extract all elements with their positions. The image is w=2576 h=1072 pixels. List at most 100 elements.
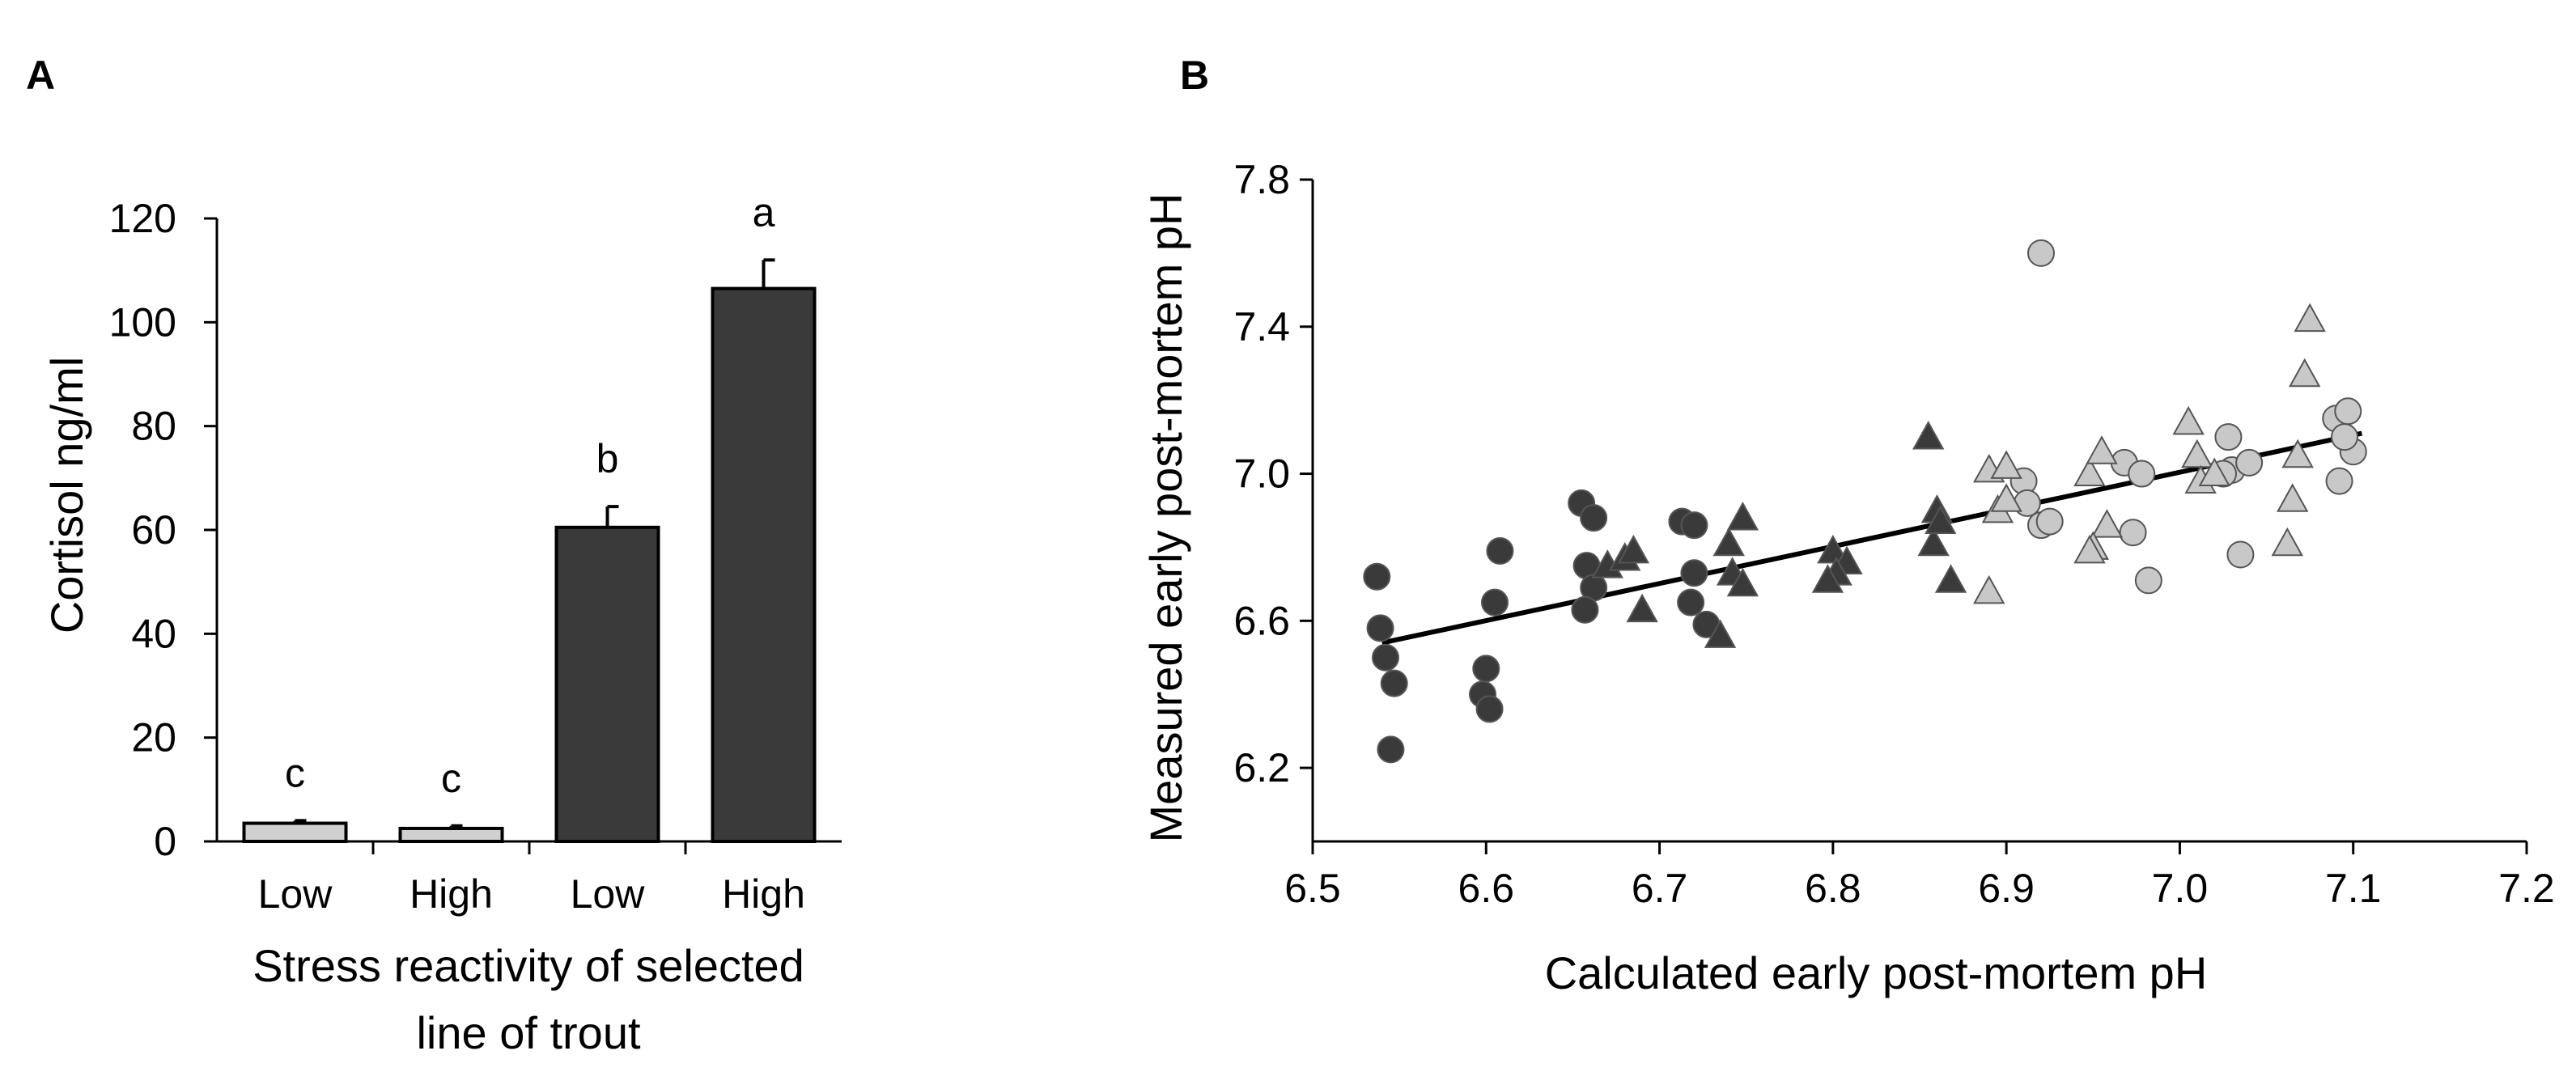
panel-a-bar <box>242 821 348 844</box>
panel-b-circle-point <box>1571 595 1599 624</box>
panel-b-triangle-point <box>2073 534 2106 564</box>
panel-a-bar <box>711 286 817 843</box>
panel-a-x-tick-label: Low <box>571 871 646 917</box>
panel-a-x-axis-title-line-1: Stress reactivity of selected <box>253 940 804 991</box>
panel-b-circle-point <box>2325 467 2353 495</box>
panel-b-circle-point <box>2235 448 2264 477</box>
panel-b-triangle-point <box>1917 527 1950 557</box>
panel-b-circle-point <box>1580 504 1608 532</box>
panel-a-y-tick-label: 0 <box>154 819 176 864</box>
panel-b-circle-point <box>1680 511 1708 540</box>
panel-b-circle-point <box>1680 559 1708 587</box>
panel-a-y-tick-label: 20 <box>131 715 176 761</box>
panel-a-y-tick-label: 80 <box>131 404 176 449</box>
panel-b-circle-point <box>2226 540 2255 569</box>
panel-b-circle-point <box>2214 423 2243 451</box>
panel-b-circle-point <box>2334 397 2362 426</box>
panel-a-axes: 0 20 40 60 80 100 120 Low High Low High <box>109 196 842 917</box>
panel-b-triangle-point <box>1617 534 1650 564</box>
panel-b-y-axis-title: Measured early post-mortem pH <box>1140 193 1191 843</box>
panel-b-circle-point <box>1363 562 1391 591</box>
panel-b-triangle-point <box>1811 564 1844 593</box>
panel-a-x-tick-label: High <box>410 871 493 917</box>
panel-b-triangle-point <box>1726 567 1759 597</box>
panel-b-circle-point <box>2027 239 2055 267</box>
panel-b-circle-point <box>1481 588 1509 617</box>
panel-a-significance-label: a <box>753 189 775 235</box>
panel-b-triangle-point <box>1712 527 1745 557</box>
panel-b-triangle-point <box>2198 457 2230 486</box>
panel-b-x-tick-label: 7.0 <box>2152 866 2209 911</box>
panel-b-label: B <box>1180 53 1209 98</box>
panel-b-triangle-point <box>1726 502 1759 531</box>
panel-b-circle-point <box>1366 614 1394 642</box>
panel-b-x-tick-label: 7.1 <box>2325 866 2382 911</box>
panel-b-x-tick-label: 6.6 <box>1458 866 1515 911</box>
panel-b-circle-point <box>2035 507 2064 536</box>
panel-b-x-tick-label: 7.2 <box>2498 866 2555 911</box>
panel-b-triangle-point <box>1973 574 2005 604</box>
panel-b-triangle-point <box>2181 439 2213 468</box>
panel-b-triangle-point <box>1704 619 1737 648</box>
panel-b-x-tick-label: 6.9 <box>1978 866 2035 911</box>
panel-b-y-tick-label: 6.2 <box>1233 745 1290 790</box>
panel-a-label: A <box>26 53 55 98</box>
panel-b-circle-point <box>1475 695 1504 723</box>
panel-b-x-tick-label: 6.7 <box>1632 866 1688 911</box>
panel-b-triangle-point <box>1990 483 2022 512</box>
panel-a-bar <box>398 826 504 843</box>
panel-b-triangle-point <box>1990 450 2022 479</box>
panel-b-circle-point <box>1380 669 1408 697</box>
panel-b-circle-point <box>1372 643 1399 672</box>
panel-a-y-tick-label: 100 <box>109 299 176 345</box>
panel-b-triangle-point <box>2090 509 2124 538</box>
panel-b-y-tick-label: 7.0 <box>1233 451 1290 497</box>
panel-a-y-tick-label: 120 <box>109 196 176 241</box>
panel-a-significance-label: c <box>441 756 461 801</box>
panel-b-y-tick-label: 7.8 <box>1233 157 1290 202</box>
panel-b-circle-point <box>2013 489 2041 517</box>
panel-a-y-axis-title: Cortisol ng/ml <box>41 357 92 633</box>
panel-b-triangle-point <box>1912 421 1945 450</box>
panel-b-axes: 6.5 6.6 6.7 6.8 6.9 7.0 7.1 7.2 6.2 6.6 7.0 7.4 7.8 <box>1233 157 2554 911</box>
panel-b-y-tick-label: 6.6 <box>1233 598 1290 643</box>
panel-b-trendline <box>1381 430 2363 646</box>
panel-b-circle-point <box>2128 460 2156 488</box>
panel-b-triangle-point <box>1817 534 1849 564</box>
panel-a-x-axis-title-line-2: line of trout <box>416 1007 640 1058</box>
panel-b-triangle-point <box>2294 303 2326 333</box>
panel-b-triangle-point <box>2073 457 2106 486</box>
panel-b-triangle-point <box>2289 358 2321 388</box>
panel-b-triangle-point <box>2172 405 2205 435</box>
panel-b-circle-point <box>1377 735 1405 764</box>
panel-b-triangle-point <box>2086 435 2118 464</box>
panel-b-points <box>1363 239 2367 764</box>
panel-b-circle-point <box>2119 519 2147 547</box>
panel-a-bars: c c b a <box>242 189 817 844</box>
panel-b-triangle-point <box>1626 593 1658 623</box>
panel-b-triangle-point <box>1925 505 1957 535</box>
panel-a-bar-chart: A Cortisol ng/ml Stress reactivity of se… <box>26 53 842 1058</box>
panel-b-triangle-point <box>2277 483 2309 512</box>
panel-a-bar <box>554 525 660 844</box>
panel-b-circle-point <box>1486 536 1514 565</box>
panel-b-scatter-chart: B Measured early post-mortem pH Calculat… <box>1140 53 2555 998</box>
panel-b-triangle-point <box>1934 564 1967 593</box>
panel-a-significance-label: c <box>285 750 305 795</box>
panel-a-significance-label: b <box>596 436 619 481</box>
panel-b-triangle-point <box>2271 527 2303 557</box>
panel-a-y-tick-label: 60 <box>131 507 176 553</box>
panel-a-x-tick-label: Low <box>258 871 333 917</box>
panel-a-x-tick-label: High <box>722 871 805 917</box>
panel-a-y-tick-label: 40 <box>131 611 176 656</box>
panel-b-circle-point <box>1677 588 1705 617</box>
panel-b-circle-point <box>2331 423 2358 451</box>
panel-b-circle-point <box>1472 655 1500 683</box>
panel-b-y-tick-label: 7.4 <box>1233 304 1290 350</box>
panel-b-x-tick-label: 6.5 <box>1284 866 1341 911</box>
panel-b-x-tick-label: 6.8 <box>1805 866 1861 911</box>
panel-b-triangle-point <box>2281 439 2314 468</box>
panel-b-x-axis-title: Calculated early post-mortem pH <box>1545 947 2208 998</box>
